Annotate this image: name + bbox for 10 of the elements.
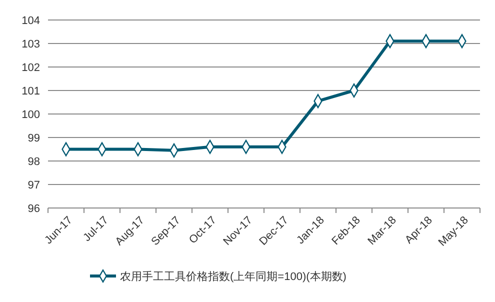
y-tick-label: 100: [22, 108, 40, 121]
legend-label: 农用手工工具价格指数(上年同期=100)(本期数): [120, 270, 346, 283]
y-tick-label: 99: [28, 132, 40, 144]
y-tick-label: 96: [28, 202, 40, 215]
y-tick-label: 97: [28, 179, 40, 192]
y-tick-label: 103: [22, 38, 40, 50]
y-tick-label: 98: [28, 156, 40, 168]
y-tick-label: 102: [22, 62, 40, 74]
y-tick-label: 104: [22, 14, 40, 27]
y-tick-label: 101: [22, 85, 40, 98]
